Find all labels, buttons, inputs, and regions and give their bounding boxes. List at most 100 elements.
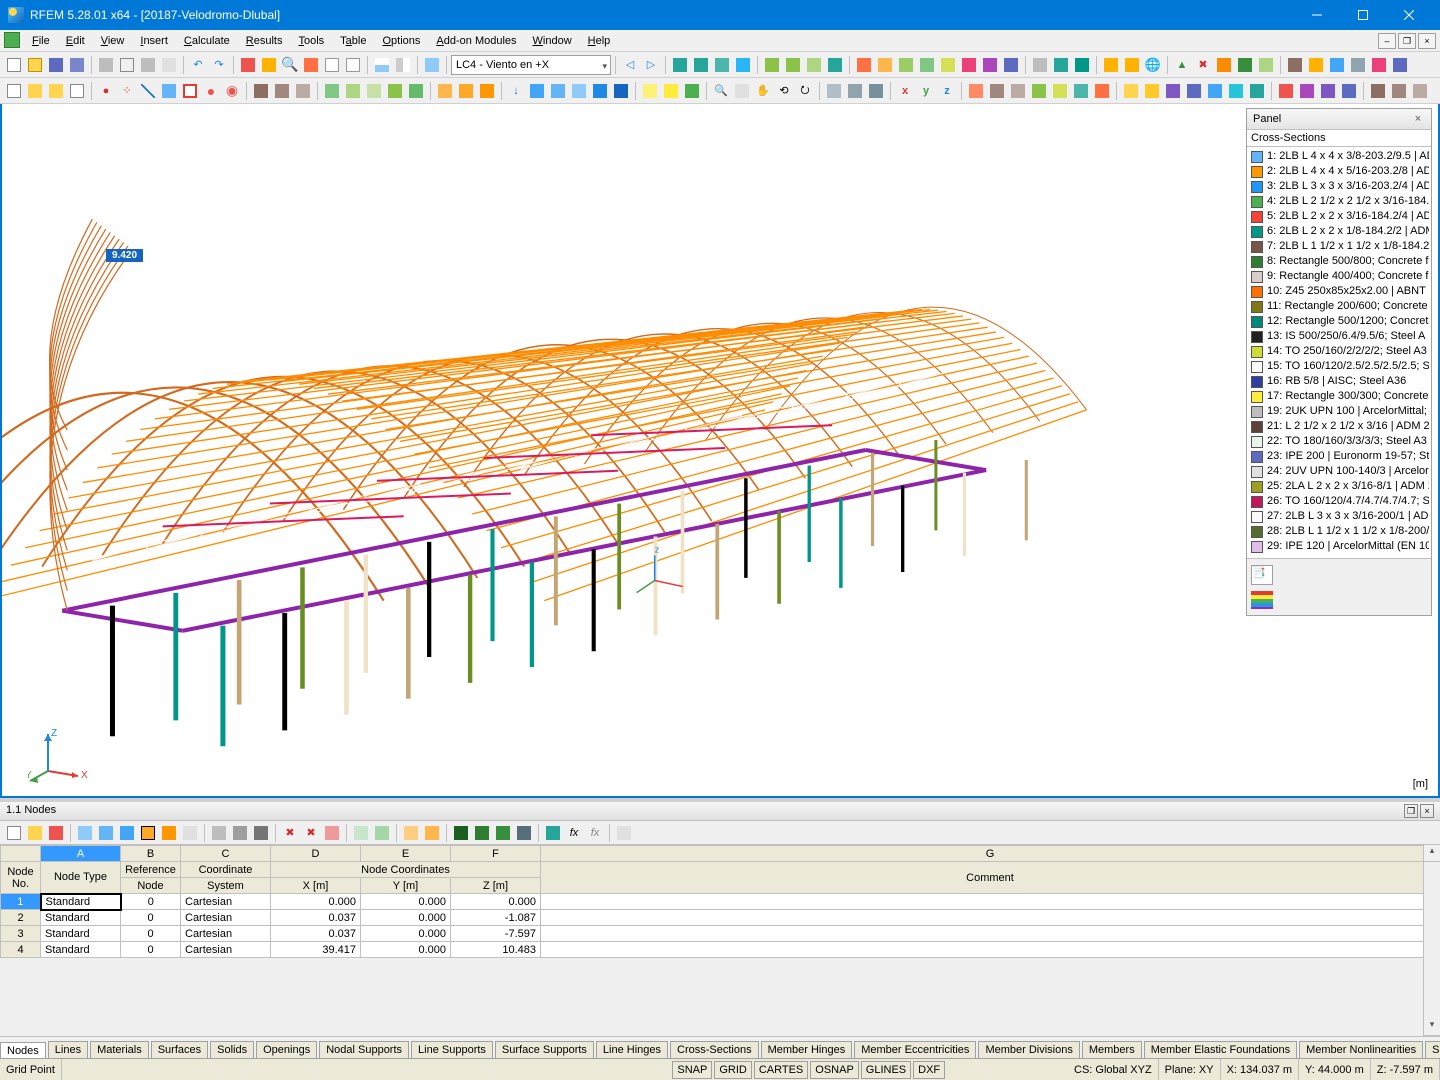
cross-section-row[interactable]: 3: 2LB L 3 x 3 x 3/16-203.2/4 | AD xyxy=(1249,179,1429,194)
tt-16-button[interactable] xyxy=(422,823,442,843)
status-toggle-grid[interactable]: GRID xyxy=(714,1061,752,1079)
v3-button[interactable] xyxy=(1008,81,1028,101)
menu-edit[interactable]: Edit xyxy=(58,33,93,49)
tt-8-button[interactable] xyxy=(230,823,250,843)
panel-close-button[interactable]: × xyxy=(1411,112,1425,126)
win3-button[interactable] xyxy=(1072,55,1092,75)
tool1-button[interactable] xyxy=(1121,81,1141,101)
menu-options[interactable]: Options xyxy=(374,33,428,49)
prev-lc-button[interactable]: ◁ xyxy=(620,55,640,75)
tt-5-button[interactable] xyxy=(159,823,179,843)
res3-button[interactable] xyxy=(804,55,824,75)
cross-section-row[interactable]: 19: 2UK UPN 100 | ArcelorMittal; S xyxy=(1249,404,1429,419)
lines-button[interactable] xyxy=(159,81,179,101)
zoom-win-button[interactable]: 🔍 xyxy=(711,81,731,101)
cross-section-row[interactable]: 28: 2LB L 1 1/2 x 1 1/2 x 1/8-200/ xyxy=(1249,524,1429,539)
cross-section-row[interactable]: 2: 2LB L 4 x 4 x 5/16-203.2/8 | AD xyxy=(1249,164,1429,179)
surf3-button[interactable] xyxy=(364,81,384,101)
axis-x-button[interactable]: x xyxy=(895,81,915,101)
tool2-button[interactable] xyxy=(1142,81,1162,101)
tt-11-button[interactable]: ✖ xyxy=(301,823,321,843)
cut-button[interactable] xyxy=(238,55,258,75)
cross-section-row[interactable]: 4: 2LB L 2 1/2 x 2 1/2 x 3/16-184. xyxy=(1249,194,1429,209)
sup1-button[interactable]: ▲ xyxy=(1172,55,1192,75)
cross-section-row[interactable]: 10: Z45 250x85x25x2.00 | ABNT N xyxy=(1249,284,1429,299)
res4-button[interactable] xyxy=(825,55,845,75)
mdi-minimize-button[interactable]: – xyxy=(1378,33,1396,49)
calc2-button[interactable] xyxy=(691,55,711,75)
v2-button[interactable] xyxy=(987,81,1007,101)
cross-section-row[interactable]: 13: IS 500/250/6.4/9.5/6; Steel A xyxy=(1249,329,1429,344)
tt-1-button[interactable] xyxy=(75,823,95,843)
maximize-button[interactable] xyxy=(1340,0,1386,30)
cross-section-row[interactable]: 1: 2LB L 4 x 4 x 3/8-203.2/9.5 | AD xyxy=(1249,149,1429,164)
report-button[interactable] xyxy=(117,55,137,75)
menu-calculate[interactable]: Calculate xyxy=(176,33,238,49)
misc3-button[interactable] xyxy=(1327,55,1347,75)
printlist-button[interactable] xyxy=(159,55,179,75)
sel3-button[interactable] xyxy=(46,81,66,101)
sup3-button[interactable] xyxy=(1214,55,1234,75)
surf1-button[interactable] xyxy=(322,81,342,101)
square-button[interactable] xyxy=(180,81,200,101)
zoom-all-button[interactable] xyxy=(732,81,752,101)
v6-button[interactable] xyxy=(1071,81,1091,101)
cross-section-row[interactable]: 23: IPE 200 | Euronorm 19-57; Ste xyxy=(1249,449,1429,464)
tt-excel-button[interactable] xyxy=(451,823,471,843)
cross-section-row[interactable]: 6: 2LB L 2 x 2 x 1/8-184.2/2 | ADM xyxy=(1249,224,1429,239)
tt-3-button[interactable] xyxy=(117,823,137,843)
menu-results[interactable]: Results xyxy=(238,33,291,49)
cross-section-row[interactable]: 21: L 2 1/2 x 2 1/2 x 3/16 | ADM 2 xyxy=(1249,419,1429,434)
line-button[interactable] xyxy=(138,81,158,101)
load-mem-button[interactable] xyxy=(569,81,589,101)
status-toggle-glines[interactable]: GLINES xyxy=(861,1061,911,1079)
panel-layers-button[interactable]: 📑 xyxy=(1251,565,1273,585)
tt-edit-button[interactable] xyxy=(25,823,45,843)
load-5-button[interactable] xyxy=(590,81,610,101)
surf4-button[interactable] xyxy=(385,81,405,101)
misc1-button[interactable] xyxy=(1285,55,1305,75)
calc3-button[interactable] xyxy=(712,55,732,75)
sel1-button[interactable] xyxy=(4,81,24,101)
tab-member-elastic-foundations[interactable]: Member Elastic Foundations xyxy=(1144,1041,1297,1058)
tab-member-eccentricities[interactable]: Member Eccentricities xyxy=(854,1041,976,1058)
cross-section-row[interactable]: 17: Rectangle 300/300; Concrete xyxy=(1249,389,1429,404)
cross-section-row[interactable]: 29: IPE 120 | ArcelorMittal (EN 10 xyxy=(1249,539,1429,554)
copy-button[interactable] xyxy=(259,55,279,75)
undo-button[interactable]: ↶ xyxy=(188,55,208,75)
cube1-button[interactable] xyxy=(251,81,271,101)
surf2-button[interactable] xyxy=(343,81,363,101)
tt-9-button[interactable] xyxy=(251,823,271,843)
sup5-button[interactable] xyxy=(1256,55,1276,75)
cross-section-row[interactable]: 5: 2LB L 2 x 2 x 3/16-184.2/4 | AD xyxy=(1249,209,1429,224)
mem3-button[interactable] xyxy=(477,81,497,101)
v4-button[interactable] xyxy=(1029,81,1049,101)
cross-section-row[interactable]: 22: TO 180/160/3/3/3/3; Steel A3 xyxy=(1249,434,1429,449)
tool3-button[interactable] xyxy=(1163,81,1183,101)
tt-new-button[interactable] xyxy=(4,823,24,843)
win2-button[interactable] xyxy=(1051,55,1071,75)
tt-12-button[interactable] xyxy=(322,823,342,843)
anno1-button[interactable] xyxy=(640,81,660,101)
tt-chart-button[interactable] xyxy=(543,823,563,843)
disp3-button[interactable] xyxy=(896,55,916,75)
cube2-button[interactable] xyxy=(272,81,292,101)
win1-button[interactable] xyxy=(1030,55,1050,75)
cross-section-row[interactable]: 11: Rectangle 200/600; Concrete xyxy=(1249,299,1429,314)
tt-7-button[interactable] xyxy=(209,823,229,843)
tt-4-button[interactable] xyxy=(138,823,158,843)
tool4-button[interactable] xyxy=(1184,81,1204,101)
tt-calc-button[interactable] xyxy=(514,823,534,843)
disp2-button[interactable] xyxy=(875,55,895,75)
tab-nodal-supports[interactable]: Nodal Supports xyxy=(319,1041,409,1058)
sup2-button[interactable]: ✖ xyxy=(1193,55,1213,75)
print2-button[interactable] xyxy=(138,55,158,75)
circle2-button[interactable]: ◉ xyxy=(222,81,242,101)
saveall-button[interactable] xyxy=(67,55,87,75)
axis-y-button[interactable]: y xyxy=(916,81,936,101)
model-viewport[interactable]: z 9.420 X Y Z [m] Panel× Cross-Sections … xyxy=(0,104,1440,798)
table-row[interactable]: 4Standard0Cartesian39.4170.00010.483 xyxy=(1,942,1440,958)
node-button[interactable]: ● xyxy=(96,81,116,101)
tt-13-button[interactable] xyxy=(351,823,371,843)
circle-button[interactable]: ● xyxy=(201,81,221,101)
